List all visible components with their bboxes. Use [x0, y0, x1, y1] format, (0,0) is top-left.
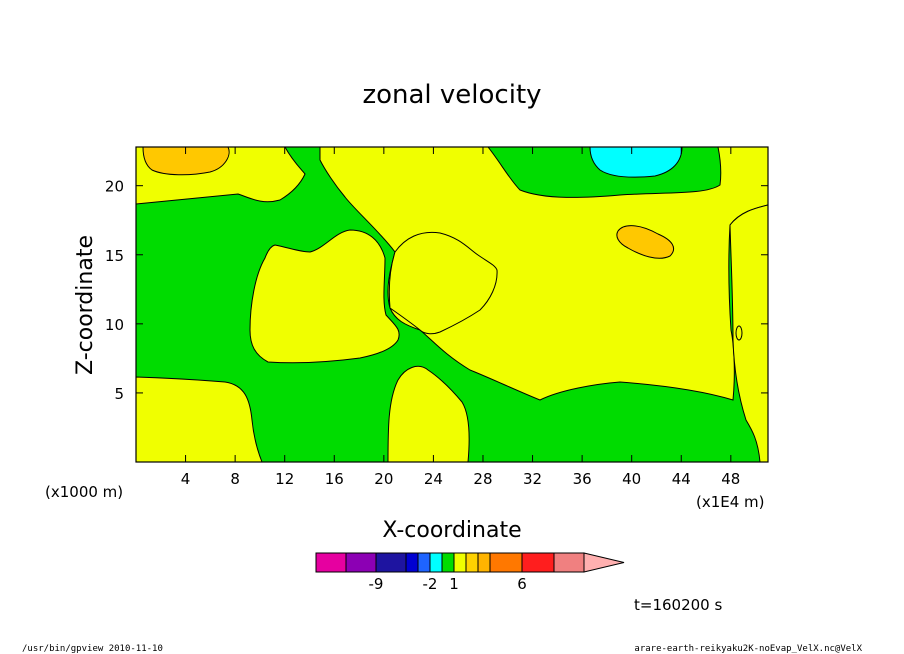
colorbar-segment [405, 552, 419, 573]
orange-region-top-left [142, 147, 230, 176]
colorbar-tick-label: -2 [423, 575, 438, 593]
colorbar-segment [417, 552, 431, 573]
x-unit-right: (x1E4 m) [696, 493, 765, 511]
colorbar-segment [453, 552, 467, 573]
colorbar-segment [489, 552, 523, 573]
x-tick-label: 32 [523, 470, 542, 488]
x-axis-ticks: 4 8 12 16 20 24 28 32 36 40 44 48 [181, 147, 740, 488]
yellow-region-upper-right [319, 147, 768, 401]
x-unit-left: (x1000 m) [45, 483, 123, 501]
colorbar-segment [375, 552, 407, 573]
x-tick-label: 24 [424, 470, 443, 488]
y-tick-label: 10 [105, 316, 124, 334]
x-tick-label: 4 [181, 470, 191, 488]
yellow-lower-middle [387, 365, 470, 462]
colorbar-tick-labels: -9 -2 1 6 [369, 575, 527, 593]
y-tick-label: 5 [114, 385, 124, 403]
colorbar-segment [465, 552, 479, 573]
x-tick-label: 48 [721, 470, 740, 488]
yellow-throat [388, 231, 498, 335]
x-tick-label: 40 [622, 470, 641, 488]
orange-blob-right [616, 225, 674, 259]
colorbar-tick-label: 1 [449, 575, 459, 593]
yellow-lower-left [136, 376, 263, 462]
footer-left: /usr/bin/gpview 2010-11-10 [22, 644, 163, 654]
chart-title: zonal velocity [362, 80, 541, 110]
time-label: t=160200 s [634, 596, 722, 614]
x-tick-label: 28 [473, 470, 492, 488]
y-axis-label: Z-coordinate [73, 235, 98, 375]
x-tick-label: 20 [374, 470, 393, 488]
x-tick-label: 44 [672, 470, 691, 488]
colorbar-segment [441, 552, 455, 573]
x-tick-label: 12 [275, 470, 294, 488]
colorbar-segment [477, 552, 491, 573]
x-tick-label: 16 [325, 470, 344, 488]
x-tick-label: 36 [573, 470, 592, 488]
cyan-region-top [589, 147, 683, 178]
colorbar-segment [553, 552, 585, 573]
plot-frame [135, 146, 769, 463]
colorbar-segment [315, 552, 347, 573]
colorbar-segment [345, 552, 377, 573]
x-axis-label: X-coordinate [382, 518, 521, 543]
y-tick-label: 20 [105, 178, 124, 196]
colorbar [315, 552, 625, 573]
x-tick-label: 8 [230, 470, 240, 488]
y-axis-ticks: 5 10 15 20 [105, 178, 768, 403]
colorbar-tick-label: 6 [517, 575, 527, 593]
colorbar-tick-label: -9 [369, 575, 384, 593]
plot-area [136, 147, 768, 462]
colorbar-extend-arrow [583, 552, 625, 573]
yellow-left-blob [249, 229, 400, 364]
y-tick-label: 15 [105, 247, 124, 265]
colorbar-segment [521, 552, 555, 573]
yellow-right-strip [729, 204, 768, 462]
footer-right: arare-earth-reikyaku2K-noEvap_VelX.nc@Ve… [634, 644, 862, 654]
colorbar-segment [429, 552, 443, 573]
yellow-island [735, 325, 743, 341]
